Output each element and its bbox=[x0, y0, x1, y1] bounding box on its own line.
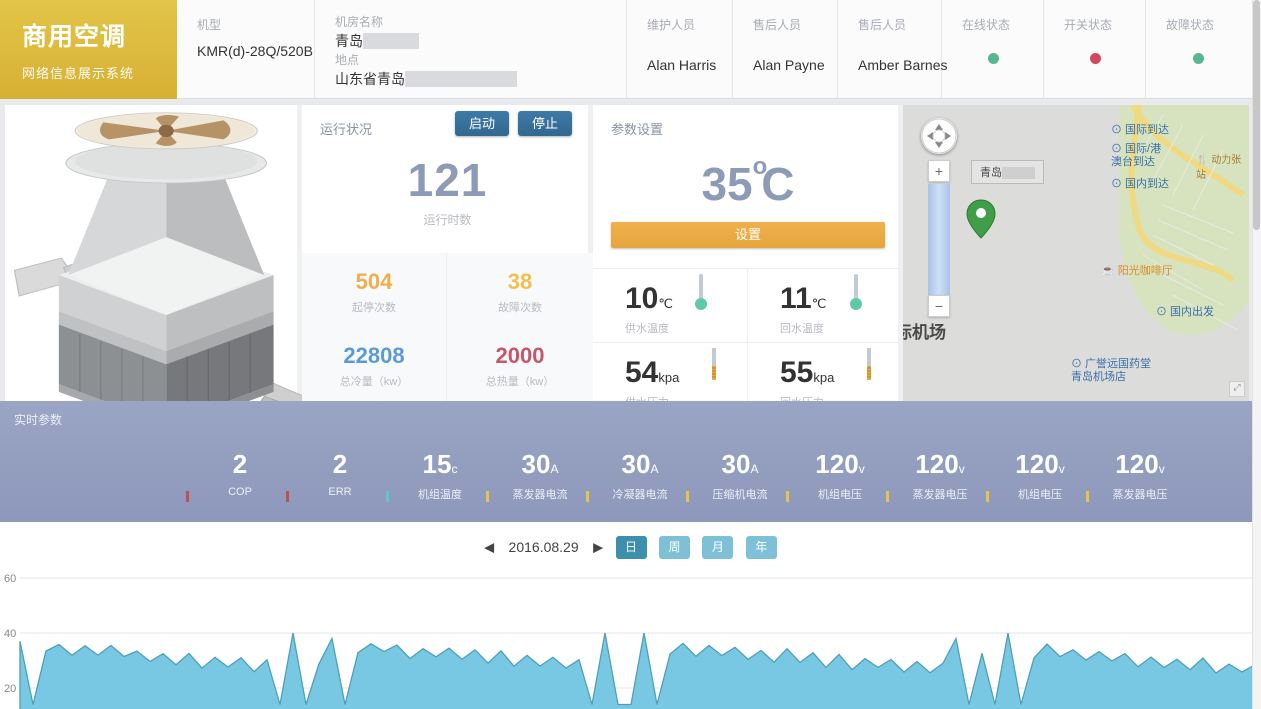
svg-text:40: 40 bbox=[4, 628, 16, 640]
svg-text:60: 60 bbox=[4, 573, 16, 585]
svg-text:20: 20 bbox=[4, 683, 16, 695]
